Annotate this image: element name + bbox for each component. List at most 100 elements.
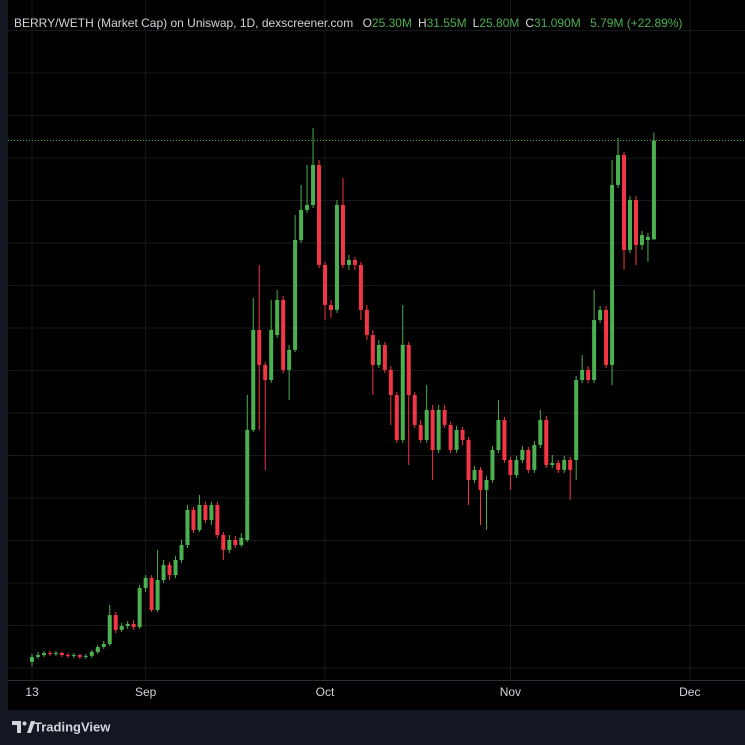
candle-body bbox=[526, 449, 531, 470]
candle-body bbox=[227, 540, 232, 550]
candle-body bbox=[35, 655, 40, 657]
legend-value: 25.30M bbox=[371, 16, 412, 30]
candle-body bbox=[406, 344, 411, 396]
change: 5.79M (+22.89%) bbox=[590, 16, 683, 30]
candle-body bbox=[59, 652, 64, 656]
candle-body bbox=[257, 329, 262, 365]
candle-body bbox=[215, 504, 220, 536]
candle-body bbox=[466, 440, 471, 480]
candle-body bbox=[520, 449, 525, 460]
candle-body bbox=[53, 652, 58, 655]
candle-body bbox=[538, 420, 543, 445]
candle-body bbox=[317, 164, 322, 265]
candle-body bbox=[329, 304, 333, 310]
candle-body bbox=[424, 409, 429, 440]
candle-body bbox=[610, 184, 615, 365]
x-tick-label: Dec bbox=[679, 685, 700, 699]
candle-body bbox=[95, 647, 100, 652]
candle-body bbox=[496, 420, 501, 450]
candle-body bbox=[651, 140, 656, 240]
legend-value: 31.090M bbox=[534, 16, 581, 30]
candle-body bbox=[131, 623, 136, 628]
candle-body bbox=[376, 344, 381, 365]
candle-body bbox=[83, 655, 88, 657]
candle-body bbox=[41, 652, 46, 656]
candle-body bbox=[334, 204, 339, 310]
candle-body bbox=[430, 409, 435, 450]
candle-body bbox=[388, 369, 393, 396]
candle-body bbox=[239, 537, 244, 545]
candle-body bbox=[185, 509, 190, 545]
legend-key: L bbox=[472, 16, 480, 30]
legend-key: H bbox=[417, 16, 427, 30]
candle-body bbox=[47, 652, 52, 655]
candle-body bbox=[167, 564, 172, 576]
grid bbox=[8, 0, 745, 680]
legend-key: C bbox=[525, 16, 535, 30]
legend-value: 25.80M bbox=[479, 16, 520, 30]
brand: TradingView bbox=[34, 719, 111, 734]
tradingview-logo bbox=[12, 721, 35, 733]
candle-body bbox=[125, 623, 130, 626]
x-tick-label: Oct bbox=[316, 685, 335, 699]
candle-body bbox=[358, 264, 363, 310]
candle-body bbox=[370, 335, 375, 365]
candle-body bbox=[311, 164, 316, 205]
candle-body bbox=[107, 615, 112, 644]
candle-body bbox=[574, 380, 579, 460]
candle-body bbox=[436, 409, 441, 450]
candle-body bbox=[137, 588, 142, 628]
candle-body bbox=[598, 309, 603, 320]
candle-body bbox=[346, 260, 351, 265]
candle-body bbox=[269, 329, 274, 380]
candle-body bbox=[89, 651, 94, 656]
candle-body bbox=[197, 504, 202, 530]
candle-body bbox=[592, 320, 597, 380]
candle-body bbox=[155, 580, 160, 610]
x-tick-label: 13 bbox=[25, 685, 39, 699]
candle-body bbox=[532, 444, 537, 470]
candle-body bbox=[30, 656, 34, 662]
candle-body bbox=[161, 564, 166, 580]
candle-body bbox=[173, 560, 178, 576]
candle-body bbox=[568, 460, 573, 470]
candle-body bbox=[400, 344, 405, 440]
candle-body bbox=[364, 309, 369, 336]
legend-value: 31.55M bbox=[426, 16, 467, 30]
candle-body bbox=[454, 429, 459, 450]
candle-body bbox=[287, 349, 292, 370]
x-tick-label: Sep bbox=[135, 685, 157, 699]
candle-body bbox=[113, 615, 118, 630]
chart-title: BERRY/WETH (Market Cap) on Uniswap, 1D, … bbox=[14, 16, 354, 30]
candle-body bbox=[622, 155, 627, 250]
candle-body bbox=[221, 535, 226, 550]
legend-key: O bbox=[362, 16, 372, 30]
candle-body bbox=[203, 504, 208, 520]
candle-body bbox=[352, 260, 357, 265]
candle-body bbox=[71, 655, 76, 657]
candle-body bbox=[119, 625, 124, 630]
candle-body bbox=[299, 209, 304, 240]
candle-body bbox=[472, 469, 477, 480]
candle-body bbox=[639, 235, 644, 245]
candle-body bbox=[77, 655, 82, 657]
candle-body bbox=[550, 462, 555, 465]
candle-body bbox=[448, 424, 453, 450]
candle-body bbox=[586, 369, 591, 380]
x-tick-label: Nov bbox=[500, 685, 521, 699]
candle-body bbox=[556, 462, 561, 470]
legend-header: BERRY/WETH (Market Cap) on Uniswap, 1D, … bbox=[14, 16, 682, 30]
candle-body bbox=[508, 460, 513, 476]
candle-body bbox=[484, 480, 489, 490]
candle-body bbox=[442, 409, 447, 425]
candle-body bbox=[580, 369, 585, 380]
candle-body bbox=[478, 469, 483, 490]
candle-body bbox=[412, 395, 417, 425]
candle-body bbox=[191, 509, 196, 530]
candle-body bbox=[101, 643, 106, 648]
candle-body bbox=[382, 344, 387, 370]
candle-body bbox=[514, 460, 519, 476]
candle-body bbox=[251, 329, 256, 430]
candle-body bbox=[263, 364, 268, 380]
